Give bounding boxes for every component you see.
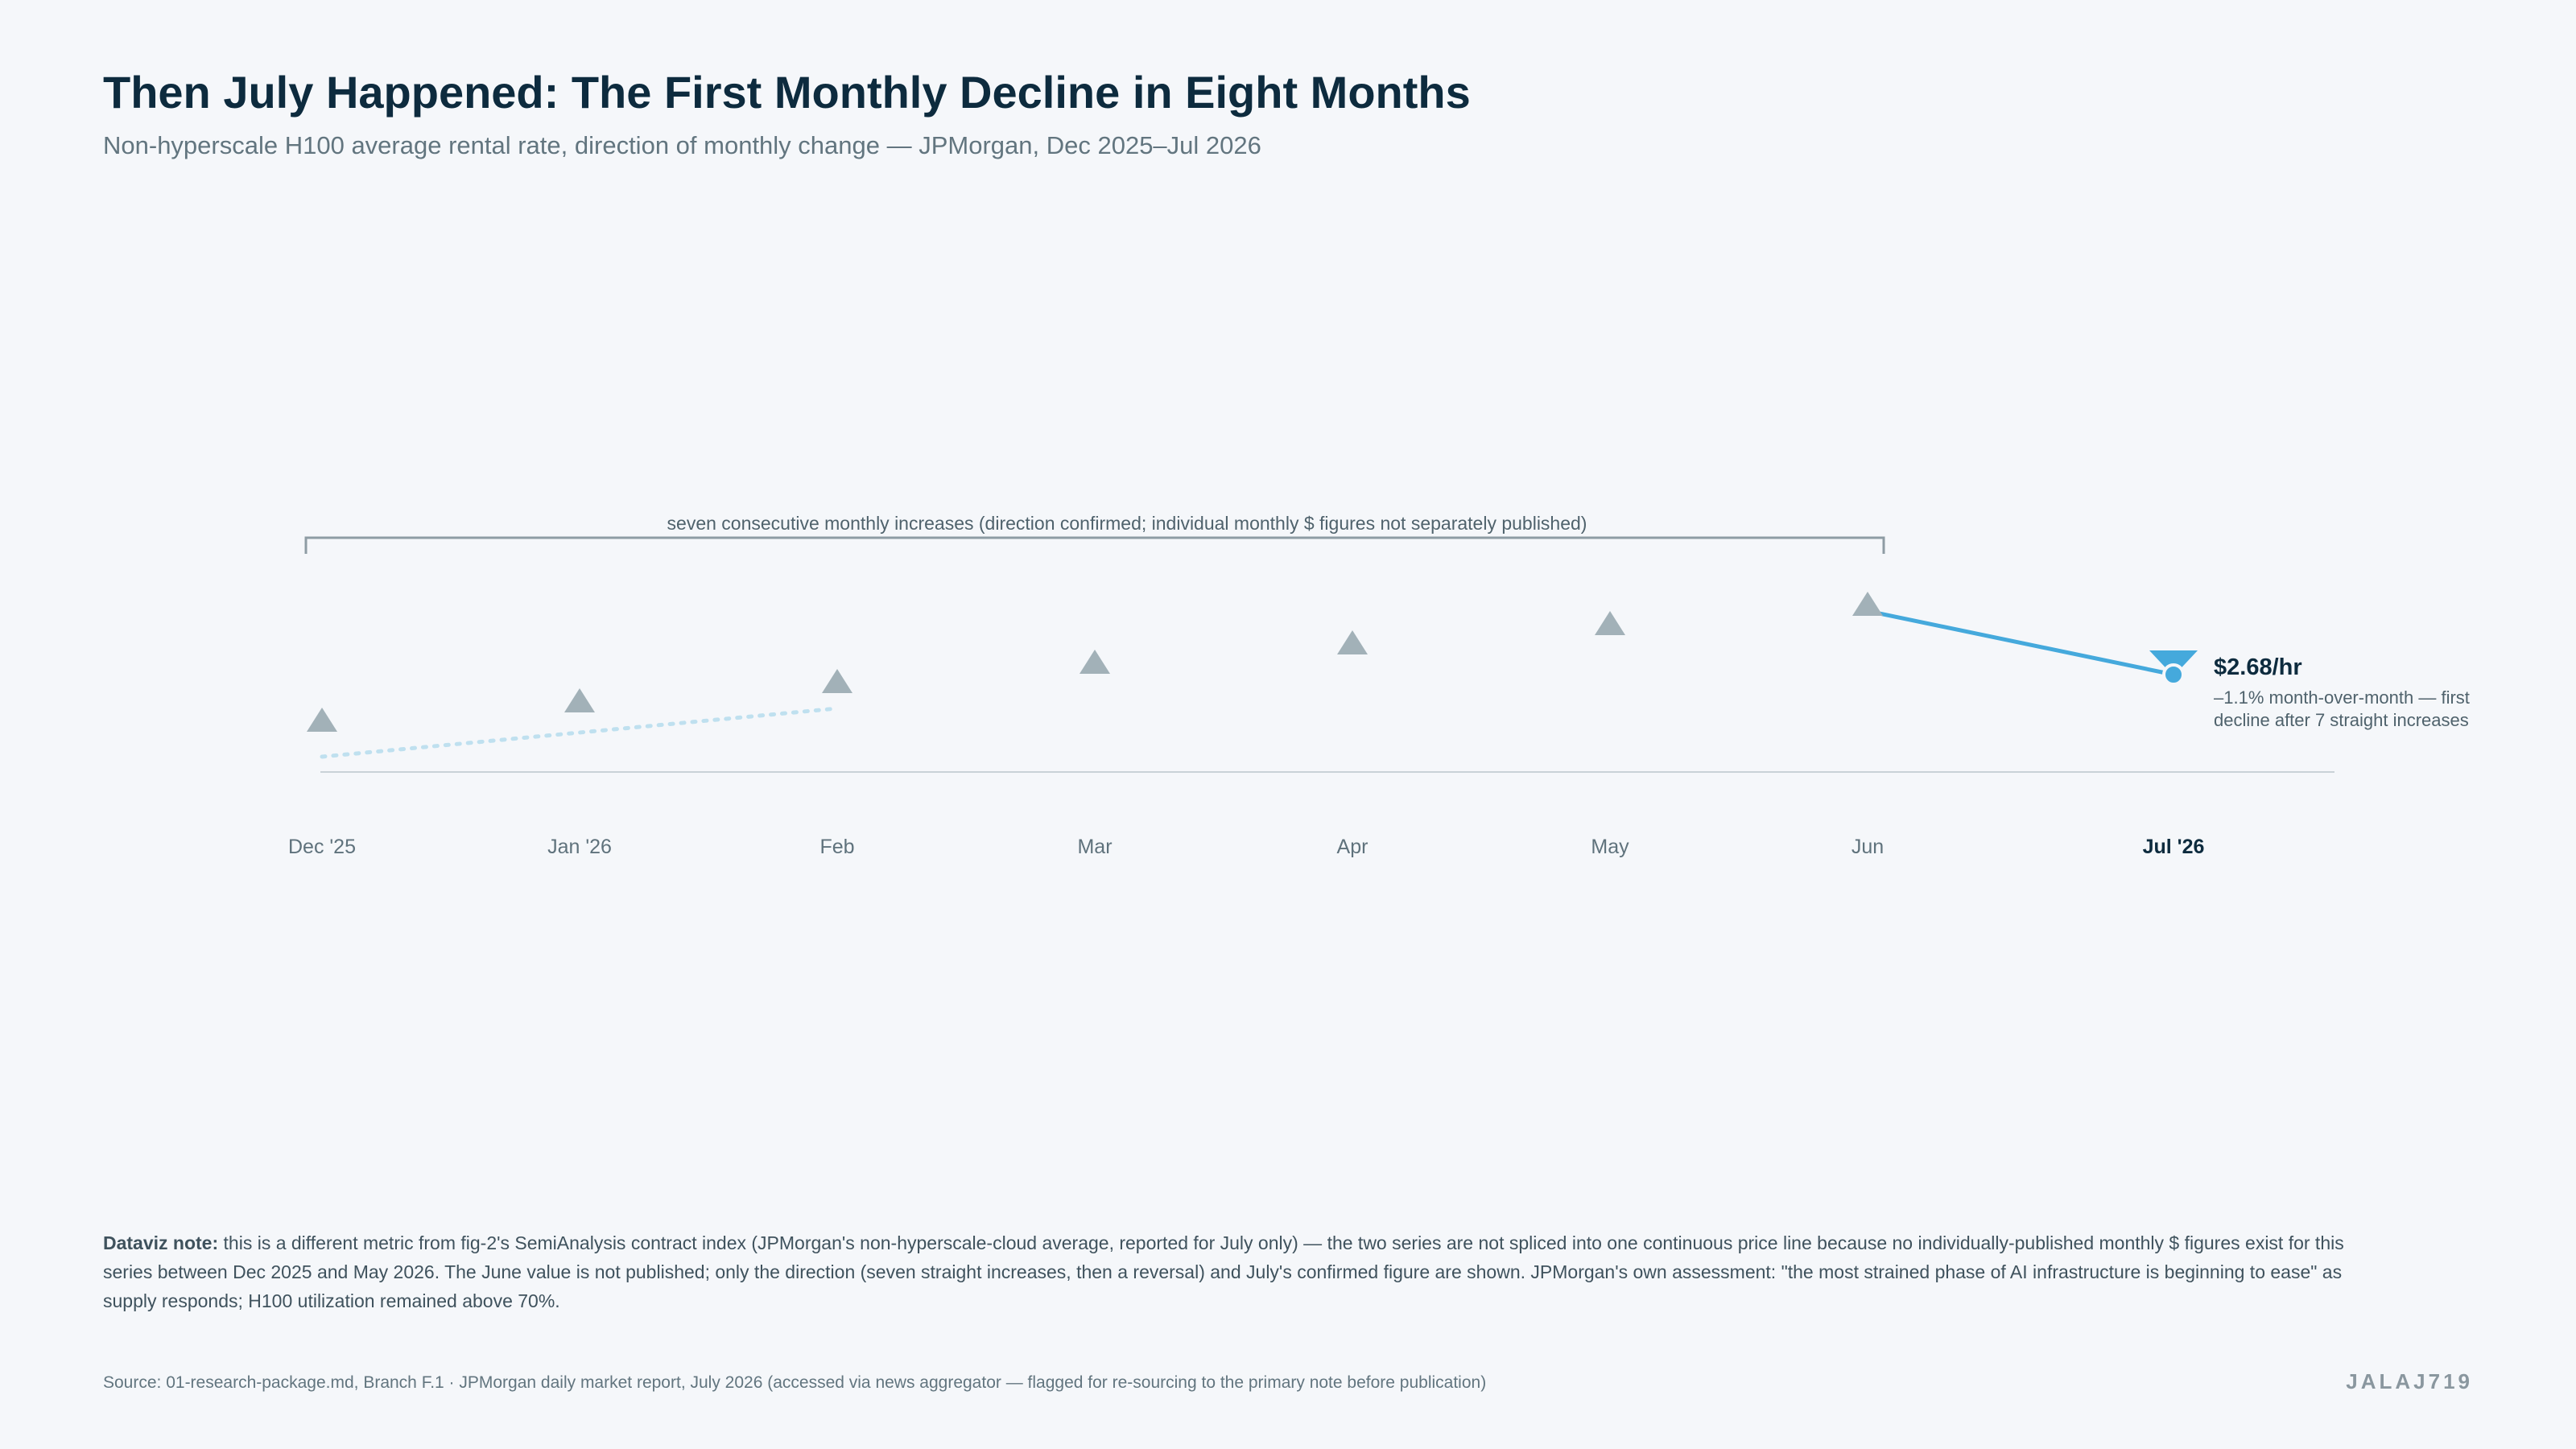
x-tick-label: Apr bbox=[1337, 836, 1368, 858]
increase-bracket: seven consecutive monthly increases (dir… bbox=[304, 513, 1885, 554]
chart-title: Then July Happened: The First Monthly De… bbox=[103, 67, 1471, 118]
up-marker bbox=[564, 688, 595, 712]
chart-subtitle: Non-hyperscale H100 average rental rate,… bbox=[103, 131, 1261, 159]
up-marker bbox=[822, 669, 852, 693]
up-marker bbox=[1337, 630, 1368, 654]
up-marker bbox=[1852, 592, 1883, 616]
july-callout: $2.68/hr –1.1% month-over-month — first … bbox=[2214, 654, 2470, 730]
callout-value: $2.68/hr bbox=[2214, 654, 2302, 680]
note-text: this is a different metric from fig-2's … bbox=[103, 1232, 2344, 1311]
bracket-line bbox=[304, 536, 1885, 554]
x-tick-label: May bbox=[1591, 836, 1629, 858]
x-tick-label: Jul '26 bbox=[2143, 836, 2205, 858]
x-tick-label: Jan '26 bbox=[547, 836, 612, 858]
x-tick-label: Jun bbox=[1852, 836, 1884, 858]
note-label: Dataviz note: bbox=[103, 1232, 219, 1253]
x-tick-label: Mar bbox=[1077, 836, 1112, 858]
callout-line-2: decline after 7 straight increases bbox=[2214, 710, 2469, 730]
source-line: Source: 01-research-package.md, Branch F… bbox=[103, 1373, 1487, 1392]
up-marker bbox=[1595, 611, 1625, 635]
x-tick-label: Dec '25 bbox=[288, 836, 356, 858]
x-tick-label: Feb bbox=[819, 836, 854, 858]
decline-segment bbox=[1867, 609, 2174, 677]
up-marker bbox=[1080, 650, 1110, 674]
july-value-point bbox=[2162, 663, 2185, 686]
brand-mark: JALAJ719 bbox=[2346, 1369, 2473, 1393]
dataviz-note: Dataviz note: this is a different metric… bbox=[103, 1228, 2357, 1315]
callout-line-1: –1.1% month-over-month — first bbox=[2214, 687, 2470, 708]
bracket-annotation: seven consecutive monthly increases (dir… bbox=[667, 513, 1587, 534]
early-trend-dotted-line bbox=[320, 706, 840, 759]
up-marker bbox=[307, 708, 337, 732]
